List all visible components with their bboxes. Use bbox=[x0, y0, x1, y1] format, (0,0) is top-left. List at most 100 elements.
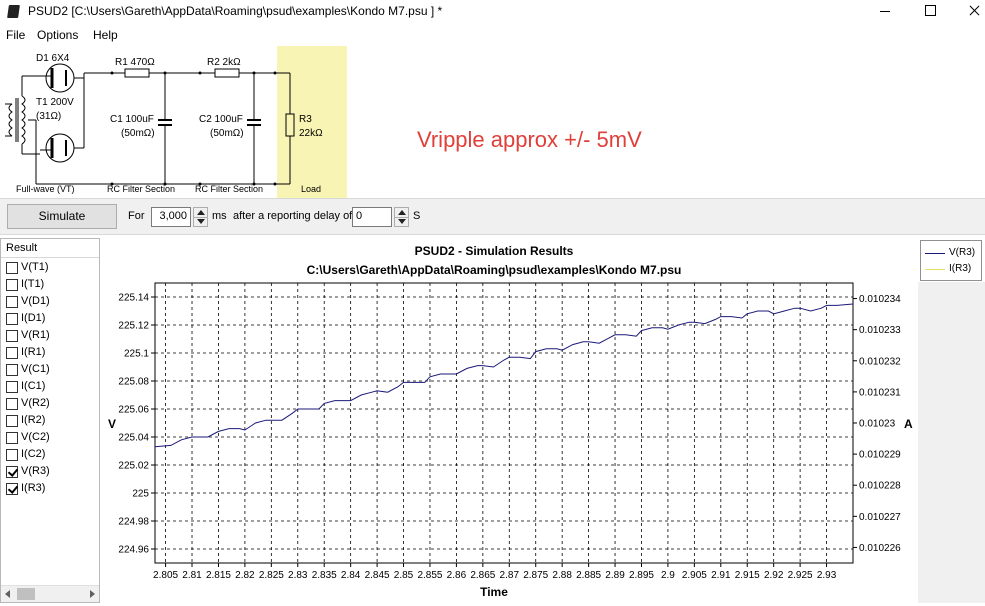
result-label-ic1: I(C1) bbox=[21, 380, 46, 392]
menu-file[interactable]: File bbox=[6, 28, 26, 42]
ms-label: ms bbox=[212, 210, 227, 222]
delay-spinner[interactable] bbox=[394, 207, 409, 227]
x-tick-label: 2.925 bbox=[788, 570, 813, 581]
c1-label: C1 100uF bbox=[110, 114, 154, 125]
x-tick-label: 2.83 bbox=[288, 570, 308, 581]
menu-help[interactable]: Help bbox=[93, 28, 118, 42]
t1-label: T1 200V bbox=[36, 97, 74, 108]
result-label-vr3: V(R3) bbox=[21, 465, 50, 477]
result-checkbox-vr1[interactable] bbox=[6, 330, 18, 342]
x-tick-label: 2.825 bbox=[259, 570, 284, 581]
result-checkbox-vt1[interactable] bbox=[6, 262, 18, 274]
y2-axis-label: A bbox=[904, 417, 913, 431]
result-checkbox-ir3[interactable] bbox=[6, 483, 18, 495]
result-checkbox-vc2[interactable] bbox=[6, 432, 18, 444]
chart-legend: V(R3) I(R3) bbox=[920, 240, 982, 281]
transformer-symbol bbox=[5, 75, 40, 184]
y2-tick-label: 0.010228 bbox=[859, 481, 901, 492]
x-tick-label: 2.915 bbox=[735, 570, 760, 581]
legend-label-vr3: V(R3) bbox=[949, 247, 976, 258]
minimize-button[interactable] bbox=[862, 0, 908, 22]
chart-panel: PSUD2 - Simulation Results C:\Users\Garet… bbox=[103, 238, 918, 603]
y2-tick-label: 0.010234 bbox=[859, 294, 901, 305]
section-fullwave: Full-wave (VT) bbox=[16, 184, 75, 194]
result-checkbox-ic2[interactable] bbox=[6, 449, 18, 461]
scroll-thumb[interactable] bbox=[17, 588, 35, 600]
c1-esr: (50mΩ) bbox=[121, 128, 155, 139]
y-tick-label: 225.02 bbox=[118, 461, 149, 472]
x-tick-label: 2.93 bbox=[817, 570, 837, 581]
x-tick-label: 2.815 bbox=[206, 570, 231, 581]
result-checkbox-it1[interactable] bbox=[6, 279, 18, 291]
seconds-label: S bbox=[413, 210, 421, 222]
result-checkbox-vr2[interactable] bbox=[6, 398, 18, 410]
menu-options[interactable]: Options bbox=[37, 28, 79, 42]
scroll-right-icon[interactable] bbox=[90, 590, 95, 598]
r2-label: R2 2kΩ bbox=[207, 57, 241, 68]
y2-tick-label: 0.010229 bbox=[859, 450, 901, 461]
result-checkbox-id1[interactable] bbox=[6, 313, 18, 325]
x-tick-label: 2.88 bbox=[552, 570, 572, 581]
y2-tick-label: 0.01023 bbox=[859, 419, 896, 430]
result-checkbox-ir2[interactable] bbox=[6, 415, 18, 427]
result-label-vc1: V(C1) bbox=[21, 363, 50, 375]
x-tick-label: 2.835 bbox=[312, 570, 337, 581]
x-tick-label: 2.82 bbox=[235, 570, 255, 581]
x-tick-label: 2.91 bbox=[711, 570, 731, 581]
duration-input[interactable]: 3,000 bbox=[151, 207, 191, 227]
close-button[interactable] bbox=[950, 0, 985, 22]
results-list: Result V(T1) I(T1) V(D1) I(D1) V(R1) I(R1) V(C… bbox=[0, 238, 100, 603]
x-tick-label: 2.9 bbox=[661, 570, 675, 581]
x-tick-label: 2.85 bbox=[394, 570, 414, 581]
result-checkbox-ic1[interactable] bbox=[6, 381, 18, 393]
result-checkbox-vc1[interactable] bbox=[6, 364, 18, 376]
result-checkbox-vr3[interactable] bbox=[6, 466, 18, 478]
title-bar: PSUD2 [C:\Users\Gareth\AppData\Roaming\p… bbox=[0, 0, 985, 24]
y-tick-label: 225.12 bbox=[118, 321, 149, 332]
control-bar: Simulate For 3,000 ms after a reporting … bbox=[0, 198, 985, 235]
simulate-button[interactable]: Simulate bbox=[7, 204, 117, 229]
right-panel bbox=[918, 282, 985, 603]
window-title: PSUD2 [C:\Users\Gareth\AppData\Roaming\p… bbox=[28, 4, 443, 18]
x-tick-label: 2.86 bbox=[447, 570, 467, 581]
result-checkbox-ir1[interactable] bbox=[6, 347, 18, 359]
y-tick-label: 224.98 bbox=[118, 517, 149, 528]
x-tick-label: 2.805 bbox=[153, 570, 178, 581]
duration-spinner[interactable] bbox=[193, 207, 208, 227]
scroll-left-icon[interactable] bbox=[5, 590, 10, 598]
x-tick-label: 2.855 bbox=[417, 570, 442, 581]
result-label-vr2: V(R2) bbox=[21, 397, 50, 409]
result-checkbox-vd1[interactable] bbox=[6, 296, 18, 308]
chart-subtitle: C:\Users\Gareth\AppData\Roaming\psud\exa… bbox=[307, 263, 682, 277]
result-label-vt1: V(T1) bbox=[21, 261, 49, 273]
y-tick-label: 225.06 bbox=[118, 405, 149, 416]
section-rc1: RC Filter Section bbox=[107, 184, 175, 194]
y-tick-label: 224.96 bbox=[118, 545, 149, 556]
result-label-ir1: I(R1) bbox=[21, 346, 46, 358]
wire-nodes bbox=[110, 71, 277, 186]
y-tick-label: 225.1 bbox=[124, 349, 149, 360]
y2-tick-label: 0.010232 bbox=[859, 356, 901, 367]
d1-label: D1 6X4 bbox=[36, 53, 70, 64]
t1-resistance: (31Ω) bbox=[36, 111, 61, 122]
x-tick-label: 2.905 bbox=[682, 570, 707, 581]
y-tick-label: 225.14 bbox=[118, 293, 149, 304]
y2-tick-label: 0.010233 bbox=[859, 325, 901, 336]
r3-label: R3 bbox=[299, 114, 312, 125]
results-scrollbar[interactable] bbox=[1, 585, 99, 602]
delay-input[interactable]: 0 bbox=[352, 207, 392, 227]
x-tick-label: 2.81 bbox=[182, 570, 202, 581]
y2-tick-label: 0.010227 bbox=[859, 512, 901, 523]
maximize-button[interactable] bbox=[908, 0, 954, 22]
x-tick-label: 2.865 bbox=[470, 570, 495, 581]
y-axis-label: V bbox=[108, 417, 116, 431]
section-rc2: RC Filter Section bbox=[195, 184, 263, 194]
x-tick-label: 2.92 bbox=[764, 570, 784, 581]
legend-swatch-vr3 bbox=[925, 253, 945, 254]
app-icon bbox=[7, 5, 20, 18]
result-label-vr1: V(R1) bbox=[21, 329, 50, 341]
x-tick-label: 2.895 bbox=[629, 570, 654, 581]
top-rail bbox=[36, 68, 295, 185]
circuit-schematic: D1 6X4 T1 200V (31Ω) R1 470Ω R2 2kΩ C1 1… bbox=[0, 46, 985, 198]
results-header: Result bbox=[1, 239, 99, 258]
